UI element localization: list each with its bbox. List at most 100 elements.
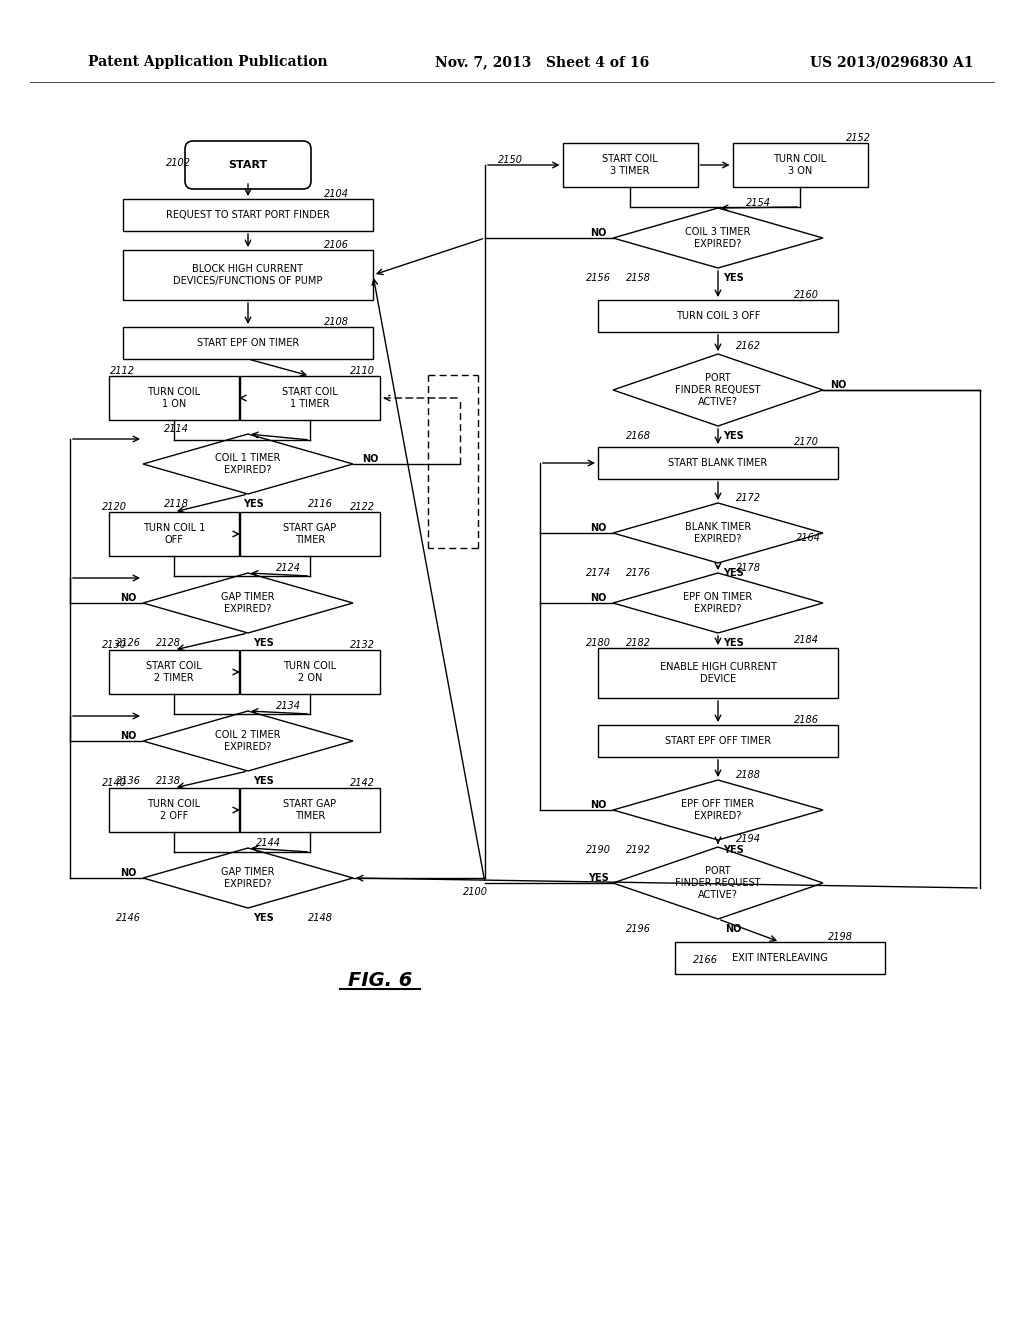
Text: 2120: 2120 (101, 502, 127, 512)
Text: REQUEST TO START PORT FINDER: REQUEST TO START PORT FINDER (166, 210, 330, 220)
Text: 2130: 2130 (101, 640, 127, 649)
Text: ENABLE HIGH CURRENT
DEVICE: ENABLE HIGH CURRENT DEVICE (659, 661, 776, 684)
Bar (732, 143, 867, 187)
Text: 2118: 2118 (164, 499, 188, 510)
Text: YES: YES (243, 499, 263, 510)
Text: BLANK TIMER
EXPIRED?: BLANK TIMER EXPIRED? (685, 521, 752, 544)
Text: GAP TIMER
EXPIRED?: GAP TIMER EXPIRED? (221, 867, 274, 890)
Text: YES: YES (253, 638, 273, 648)
Text: EXIT INTERLEAVING: EXIT INTERLEAVING (732, 953, 827, 964)
Text: Nov. 7, 2013   Sheet 4 of 16: Nov. 7, 2013 Sheet 4 of 16 (435, 55, 649, 69)
Polygon shape (613, 573, 823, 634)
Text: 2156: 2156 (586, 273, 610, 282)
Text: COIL 2 TIMER
EXPIRED?: COIL 2 TIMER EXPIRED? (215, 730, 281, 752)
Text: 2178: 2178 (735, 564, 761, 573)
Text: 2168: 2168 (626, 432, 650, 441)
Text: YES: YES (253, 913, 273, 923)
Bar (109, 788, 239, 832)
Text: US 2013/0296830 A1: US 2013/0296830 A1 (810, 55, 974, 69)
Text: 2106: 2106 (324, 240, 348, 249)
Polygon shape (143, 847, 353, 908)
Bar (109, 649, 239, 694)
Text: 2184: 2184 (794, 635, 818, 645)
Text: 2148: 2148 (307, 913, 333, 923)
Text: 2122: 2122 (349, 502, 375, 512)
Text: 2154: 2154 (745, 198, 770, 209)
Text: NO: NO (120, 869, 136, 878)
Polygon shape (613, 847, 823, 919)
Text: NO: NO (120, 731, 136, 741)
Bar (240, 376, 380, 420)
Bar (240, 649, 380, 694)
Polygon shape (613, 209, 823, 268)
Text: NO: NO (120, 593, 136, 603)
Bar (109, 376, 239, 420)
Text: 2116: 2116 (307, 499, 333, 510)
Text: YES: YES (588, 873, 608, 883)
Polygon shape (143, 573, 353, 634)
Text: 2158: 2158 (626, 273, 650, 282)
Text: 2124: 2124 (275, 564, 300, 573)
Text: 2150: 2150 (498, 154, 522, 165)
Text: 2162: 2162 (735, 341, 761, 351)
Text: COIL 1 TIMER
EXPIRED?: COIL 1 TIMER EXPIRED? (215, 453, 281, 475)
Text: PORT
FINDER REQUEST
ACTIVE?: PORT FINDER REQUEST ACTIVE? (675, 372, 761, 408)
Text: 2194: 2194 (735, 834, 761, 843)
Text: YES: YES (723, 568, 743, 578)
Text: 2182: 2182 (626, 638, 650, 648)
Text: 2152: 2152 (846, 133, 870, 143)
Text: NO: NO (590, 523, 606, 533)
Text: NO: NO (829, 380, 846, 389)
Text: START GAP
TIMER: START GAP TIMER (284, 523, 337, 545)
Text: 2100: 2100 (463, 887, 487, 898)
Text: NO: NO (725, 924, 741, 935)
Polygon shape (143, 711, 353, 771)
Text: GAP TIMER
EXPIRED?: GAP TIMER EXPIRED? (221, 591, 274, 614)
Bar (123, 327, 373, 359)
FancyBboxPatch shape (185, 141, 311, 189)
Text: 2196: 2196 (626, 924, 650, 935)
Text: TURN COIL
1 ON: TURN COIL 1 ON (147, 387, 201, 409)
Text: 2108: 2108 (324, 317, 348, 327)
Text: START EPF ON TIMER: START EPF ON TIMER (197, 338, 299, 348)
Text: 2140: 2140 (101, 777, 127, 788)
Text: 2166: 2166 (692, 954, 718, 965)
Bar (598, 447, 838, 479)
Text: 2138: 2138 (156, 776, 180, 785)
Text: NO: NO (361, 454, 378, 465)
Bar (562, 143, 697, 187)
Polygon shape (143, 434, 353, 494)
Bar (598, 300, 838, 333)
Text: 2198: 2198 (827, 932, 853, 942)
Text: 2144: 2144 (256, 838, 281, 847)
Text: 2176: 2176 (626, 568, 650, 578)
Text: START COIL
1 TIMER: START COIL 1 TIMER (283, 387, 338, 409)
Polygon shape (613, 354, 823, 426)
Text: START: START (228, 160, 267, 170)
Text: TURN COIL 3 OFF: TURN COIL 3 OFF (676, 312, 760, 321)
Bar (675, 942, 885, 974)
Text: 2188: 2188 (735, 770, 761, 780)
Text: 2112: 2112 (110, 366, 134, 376)
Text: YES: YES (253, 776, 273, 785)
Polygon shape (613, 780, 823, 840)
Text: YES: YES (723, 432, 743, 441)
Text: 2170: 2170 (794, 437, 818, 447)
Text: 2102: 2102 (166, 158, 190, 168)
Bar (598, 725, 838, 756)
Text: 2136: 2136 (116, 776, 140, 785)
Text: NO: NO (590, 593, 606, 603)
Text: 2180: 2180 (586, 638, 610, 648)
Text: 2128: 2128 (156, 638, 180, 648)
Text: 2192: 2192 (626, 845, 650, 855)
Text: NO: NO (590, 800, 606, 810)
Text: START EPF OFF TIMER: START EPF OFF TIMER (665, 737, 771, 746)
Text: YES: YES (723, 638, 743, 648)
Text: FIG. 6: FIG. 6 (348, 970, 413, 990)
Text: 2142: 2142 (349, 777, 375, 788)
Text: START GAP
TIMER: START GAP TIMER (284, 799, 337, 821)
Bar (598, 648, 838, 698)
Text: 2172: 2172 (735, 492, 761, 503)
Text: PORT
FINDER REQUEST
ACTIVE?: PORT FINDER REQUEST ACTIVE? (675, 866, 761, 900)
Text: YES: YES (723, 273, 743, 282)
